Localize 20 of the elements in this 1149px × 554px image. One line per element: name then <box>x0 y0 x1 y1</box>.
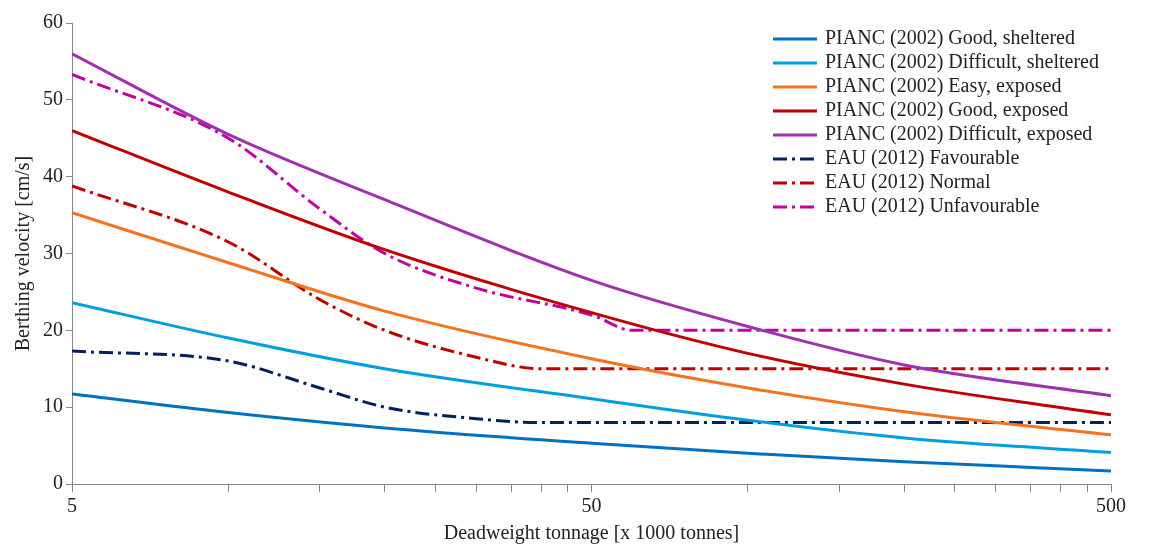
legend-label: PIANC (2002) Difficult, sheltered <box>824 50 1100 74</box>
y-tick-label: 20 <box>43 317 63 340</box>
y-axis-title: Berthing velocity [cm/s] <box>11 155 35 352</box>
legend-label: PIANC (2002) Difficult, exposed <box>824 122 1093 146</box>
y-tick-label: 30 <box>43 240 63 263</box>
legend-label: EAU (2012) Favourable <box>824 146 1020 170</box>
y-tick-label: 0 <box>53 471 63 494</box>
x-tick-label: 5 <box>67 494 77 517</box>
y-tick-label: 10 <box>43 394 63 417</box>
legend-label: EAU (2012) Unfavourable <box>824 194 1040 218</box>
legend-label: PIANC (2002) Easy, exposed <box>824 74 1062 98</box>
y-tick-label: 50 <box>43 87 63 110</box>
x-tick-label: 500 <box>1096 494 1126 517</box>
y-tick-label: 40 <box>43 163 63 186</box>
y-tick-label: 60 <box>43 10 63 33</box>
legend-label: EAU (2012) Normal <box>824 170 991 194</box>
legend-label: PIANC (2002) Good, exposed <box>824 98 1069 122</box>
x-tick-label: 50 <box>581 494 602 517</box>
legend-label: PIANC (2002) Good, sheltered <box>824 26 1075 50</box>
x-axis-title: Deadweight tonnage [x 1000 tonnes] <box>443 521 740 545</box>
